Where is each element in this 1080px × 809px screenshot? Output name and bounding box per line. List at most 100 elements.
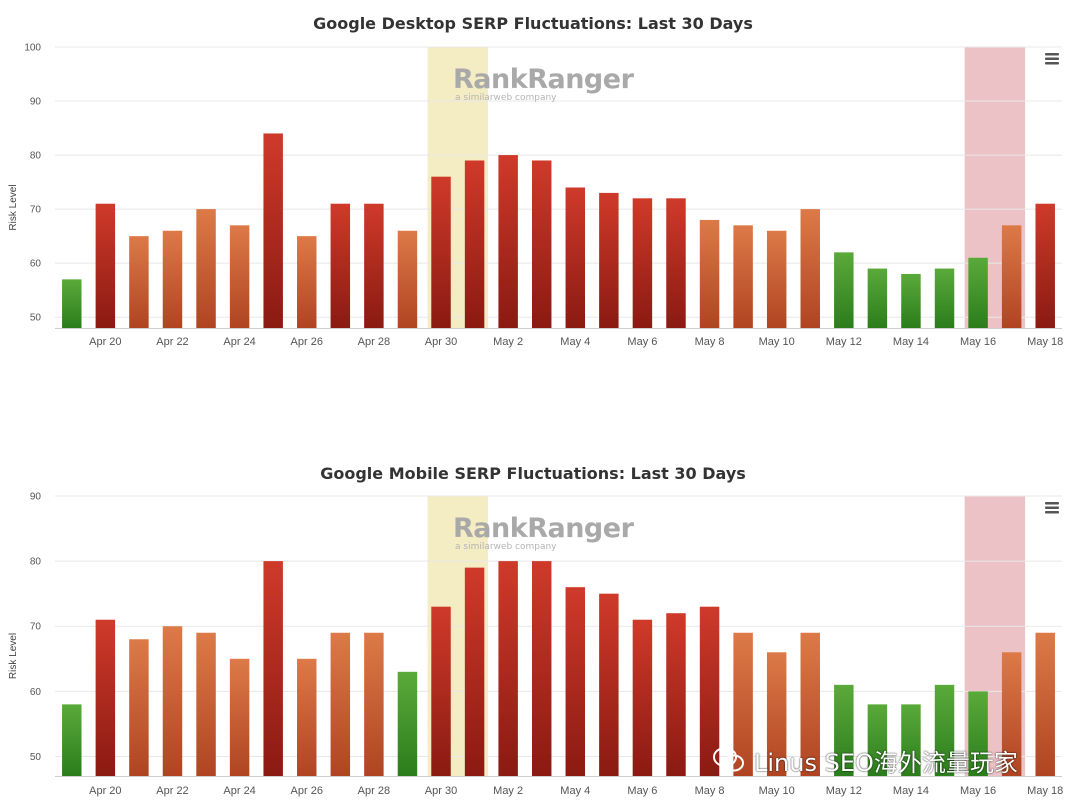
x-tick-label: May 4 [560, 785, 590, 797]
x-tick-label: May 2 [493, 336, 523, 348]
x-tick-label: Apr 28 [358, 785, 390, 797]
bar-may-11[interactable] [800, 632, 820, 776]
rankranger-logo-text: RankRanger [453, 513, 635, 544]
x-tick-label: Apr 26 [291, 785, 323, 797]
bar-apr-29[interactable] [397, 671, 418, 776]
hamburger-menu-icon[interactable] [1045, 53, 1059, 65]
menu-bar [1045, 62, 1059, 65]
y-tick-label: 70 [30, 205, 42, 216]
bar-may-7[interactable] [666, 198, 686, 328]
rankranger-logo-part2: Ranger [527, 513, 634, 544]
bar-may-2[interactable] [498, 561, 518, 776]
bar-may-5[interactable] [599, 593, 619, 776]
bar-apr-22[interactable] [162, 230, 183, 328]
bar-apr-21[interactable] [129, 236, 149, 328]
rankranger-tagline: a similarweb company [455, 93, 557, 103]
rankranger-tagline: a similarweb company [455, 542, 557, 552]
bar-apr-24[interactable] [229, 658, 250, 776]
bar-may-5[interactable] [599, 192, 619, 328]
x-tick-label: Apr 20 [89, 785, 121, 797]
bar-may-8[interactable] [699, 219, 720, 328]
bar-may-1[interactable] [464, 160, 485, 328]
chart-title: Google Mobile SERP Fluctuations: Last 30… [320, 464, 746, 483]
x-tick-label: May 8 [695, 785, 725, 797]
menu-bar [1045, 502, 1059, 505]
bar-may-6[interactable] [632, 619, 653, 776]
bar-may-12[interactable] [834, 252, 854, 328]
bar-apr-25[interactable] [263, 561, 283, 776]
bar-apr-30[interactable] [431, 176, 451, 328]
bar-may-2[interactable] [498, 155, 518, 328]
y-tick-label: 50 [30, 313, 42, 324]
x-tick-label: May 14 [893, 336, 929, 348]
x-tick-label: Apr 24 [223, 336, 255, 348]
bar-apr-29[interactable] [397, 230, 418, 328]
bar-apr-25[interactable] [263, 133, 283, 328]
bar-apr-24[interactable] [229, 225, 250, 328]
bar-may-17[interactable] [1001, 652, 1022, 776]
bar-may-11[interactable] [800, 209, 820, 328]
bar-apr-19[interactable] [62, 704, 82, 776]
x-tick-label: Apr 30 [425, 336, 457, 348]
bar-apr-26[interactable] [297, 236, 317, 328]
bar-may-14[interactable] [901, 273, 921, 328]
bar-may-10[interactable] [766, 230, 787, 328]
menu-bar [1045, 53, 1059, 56]
x-tick-label: May 16 [960, 336, 996, 348]
hamburger-menu-icon[interactable] [1045, 502, 1059, 514]
bar-may-10[interactable] [766, 652, 787, 776]
x-tick-label: May 8 [695, 336, 725, 348]
bar-apr-28[interactable] [364, 632, 384, 776]
bar-may-8[interactable] [699, 606, 720, 776]
bar-may-9[interactable] [733, 225, 753, 328]
bar-may-13[interactable] [867, 268, 888, 328]
bar-may-16[interactable] [968, 691, 988, 776]
bar-may-4[interactable] [565, 187, 586, 329]
bar-apr-28[interactable] [364, 203, 384, 328]
bar-apr-26[interactable] [297, 658, 317, 776]
bar-apr-23[interactable] [196, 209, 216, 328]
bar-may-9[interactable] [733, 632, 753, 776]
bar-may-6[interactable] [632, 198, 653, 328]
menu-bar [1045, 57, 1059, 60]
bar-may-15[interactable] [934, 268, 955, 328]
bar-may-12[interactable] [834, 684, 854, 776]
y-tick-label: 70 [30, 622, 42, 633]
bar-may-1[interactable] [464, 567, 485, 776]
x-tick-label: May 6 [627, 785, 657, 797]
x-tick-label: May 12 [826, 785, 862, 797]
x-tick-label: May 4 [560, 336, 590, 348]
mobile-serp-chart: Google Mobile SERP Fluctuations: Last 30… [8, 464, 1063, 797]
bar-apr-27[interactable] [330, 203, 351, 328]
bar-apr-27[interactable] [330, 632, 351, 776]
y-tick-label: 90 [30, 97, 42, 108]
bar-apr-20[interactable] [95, 619, 116, 776]
x-tick-label: Apr 24 [223, 785, 255, 797]
chart-title: Google Desktop SERP Fluctuations: Last 3… [313, 14, 753, 33]
x-tick-label: May 2 [493, 785, 523, 797]
x-tick-label: Apr 20 [89, 336, 121, 348]
bar-apr-20[interactable] [95, 203, 116, 328]
bar-may-16[interactable] [968, 257, 988, 328]
bar-may-18[interactable] [1035, 203, 1055, 328]
bar-may-3[interactable] [531, 561, 552, 776]
bar-may-17[interactable] [1001, 225, 1022, 328]
x-tick-label: May 14 [893, 785, 929, 797]
bar-apr-23[interactable] [196, 632, 216, 776]
x-tick-label: Apr 22 [156, 785, 188, 797]
bar-apr-21[interactable] [129, 639, 149, 776]
bar-apr-22[interactable] [162, 626, 183, 776]
bar-may-15[interactable] [934, 684, 955, 776]
x-tick-label: May 18 [1027, 785, 1063, 797]
bar-apr-19[interactable] [62, 279, 82, 328]
bar-may-4[interactable] [565, 587, 586, 776]
bar-may-14[interactable] [901, 704, 921, 776]
bar-may-3[interactable] [531, 160, 552, 328]
bar-may-13[interactable] [867, 704, 888, 776]
bar-may-7[interactable] [666, 613, 686, 776]
menu-bar [1045, 511, 1059, 514]
x-tick-label: May 18 [1027, 336, 1063, 348]
x-tick-label: May 10 [759, 336, 795, 348]
bar-apr-30[interactable] [431, 606, 451, 776]
bar-may-18[interactable] [1035, 632, 1055, 776]
